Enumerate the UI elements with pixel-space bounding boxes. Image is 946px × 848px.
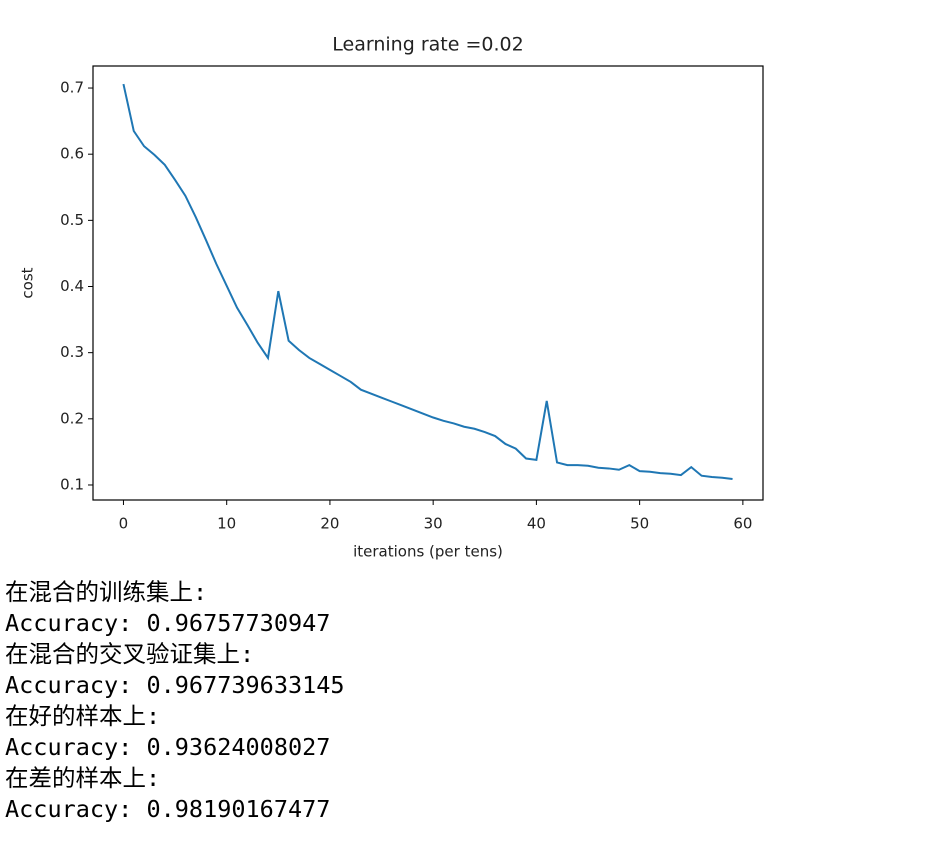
x-tick-label: 20 <box>320 515 339 533</box>
x-tick-label: 60 <box>733 515 752 533</box>
y-axis-label: cost <box>19 267 37 298</box>
output-line: 在差的样本上: <box>5 764 161 792</box>
y-tick-label: 0.1 <box>60 475 84 493</box>
y-tick-label: 0.7 <box>60 79 84 97</box>
y-tick-label: 0.5 <box>60 211 84 229</box>
output: 在混合的训练集上: Accuracy: 0.96757730947 在混合的交叉验证… <box>5 577 345 825</box>
output-line: Accuracy: 0.93624008027 <box>5 733 331 761</box>
x-tick-label: 40 <box>527 515 546 533</box>
y-tick-label: 0.2 <box>60 409 84 427</box>
y-tick-label: 0.6 <box>60 145 84 163</box>
x-tick-label: 30 <box>424 515 443 533</box>
x-tick-label: 50 <box>630 515 649 533</box>
output-line: 在混合的训练集上: <box>5 578 208 606</box>
output-line: 在混合的交叉验证集上: <box>5 640 255 668</box>
plot-frame <box>92 65 764 501</box>
x-tick-label: 0 <box>119 515 129 533</box>
line <box>122 83 733 481</box>
output-line: Accuracy: 0.98190167477 <box>5 795 331 823</box>
output-line: Accuracy: 0.96757730947 <box>5 609 331 637</box>
y-tick-label: 0.4 <box>60 277 84 295</box>
x-axis-label: iterations (per tens) <box>353 543 503 561</box>
y-tick-label: 0.3 <box>60 343 84 361</box>
x-tick-label: 10 <box>217 515 236 533</box>
chart-title: Learning rate =0.02 <box>332 34 523 56</box>
chart: Learning rate =0.02 iterations (per tens… <box>19 34 764 561</box>
output-line: 在好的样本上: <box>5 702 161 730</box>
output-line: Accuracy: 0.967739633145 <box>5 671 345 699</box>
